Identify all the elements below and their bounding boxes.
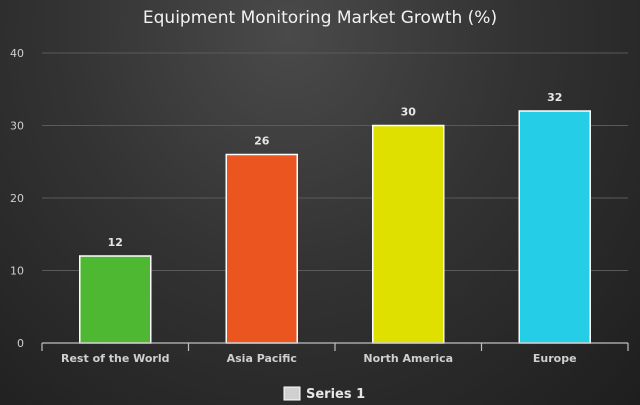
data-label: 26: [254, 135, 270, 148]
bar[interactable]: [79, 255, 152, 344]
data-label: 32: [547, 91, 562, 104]
y-tick-label: 20: [10, 192, 24, 205]
legend[interactable]: Series 1: [283, 386, 365, 402]
x-axis: Rest of the World Asia Pacific North Ameri…: [41, 342, 629, 365]
y-tick-label: 0: [17, 337, 24, 350]
legend-swatch: [283, 386, 301, 401]
bar[interactable]: [372, 124, 445, 344]
x-category-label: Rest of the World: [61, 352, 170, 365]
chart-title: Equipment Monitoring Market Growth (%): [143, 8, 497, 28]
data-label: 30: [401, 106, 417, 119]
y-tick-label: 30: [10, 120, 24, 133]
bars: 12 26 30 32: [79, 91, 591, 344]
x-category-label: Asia Pacific: [227, 352, 297, 365]
y-tick-label: 40: [10, 47, 24, 60]
y-tick-label: 10: [10, 265, 24, 278]
x-category-label: North America: [363, 352, 453, 365]
bar[interactable]: [518, 110, 591, 344]
bar[interactable]: [225, 153, 298, 344]
data-label: 12: [108, 236, 123, 249]
legend-label: Series 1: [306, 387, 365, 402]
y-axis: 0 10 20 30 40: [10, 47, 24, 350]
x-category-label: Europe: [533, 352, 577, 365]
